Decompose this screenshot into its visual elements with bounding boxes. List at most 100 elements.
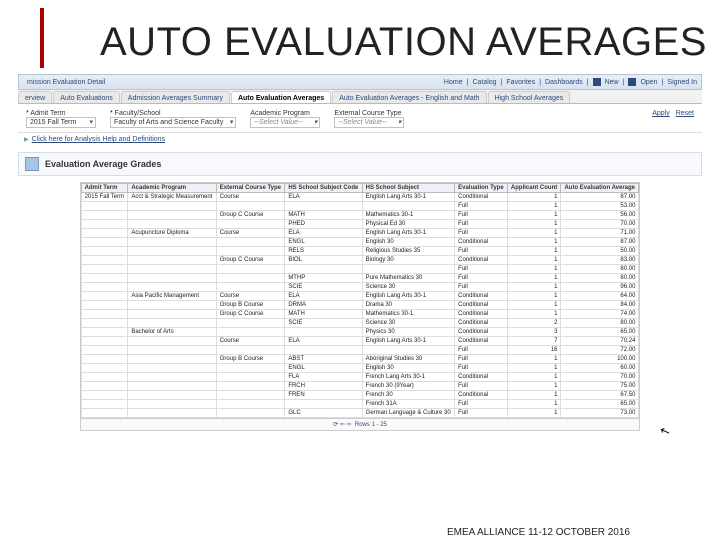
cell: Full	[455, 364, 508, 373]
column-header[interactable]: Applicant Count	[507, 184, 561, 193]
breadcrumb-title: mission Evaluation Detail	[23, 79, 109, 86]
cell	[81, 238, 128, 247]
cell: 70.24	[561, 337, 639, 346]
cell	[81, 319, 128, 328]
table-row: SCIEScience 30Conditional280.00	[81, 319, 639, 328]
cell: RELS	[285, 247, 362, 256]
filter-dropdown[interactable]: 2015 Fall Term	[26, 117, 96, 128]
table-row: Full153.00	[81, 202, 639, 211]
column-header[interactable]: HS School Subject Code	[285, 184, 362, 193]
table-row: FRENFrench 30Conditional167.50	[81, 391, 639, 400]
page-header-bar: mission Evaluation Detail Home| Catalog|…	[18, 74, 702, 90]
cell	[81, 301, 128, 310]
tab-4[interactable]: Auto Evaluation Averages - English and M…	[332, 91, 486, 103]
column-header[interactable]: HS School Subject	[362, 184, 454, 193]
cell: 64.00	[561, 292, 639, 301]
cell	[216, 328, 285, 337]
tab-3[interactable]: Auto Evaluation Averages	[231, 91, 331, 103]
column-header[interactable]: Academic Program	[128, 184, 216, 193]
cell: French 30 (9Year)	[362, 382, 454, 391]
filter-label: Faculty/School	[110, 110, 236, 117]
filter-dropdown[interactable]: Faculty of Arts and Science Faculty	[110, 117, 236, 128]
filter-label: External Course Type	[334, 110, 404, 117]
cell	[128, 256, 216, 265]
cell	[216, 274, 285, 283]
app-screenshot: mission Evaluation Detail Home| Catalog|…	[18, 74, 702, 431]
filter-dropdown[interactable]: --Select Value--	[250, 117, 320, 128]
table-row: SCIEScience 30Full196.00	[81, 283, 639, 292]
cell	[128, 319, 216, 328]
cell	[81, 229, 128, 238]
cell	[285, 346, 362, 355]
cell: German Language & Culture 30	[362, 409, 454, 418]
cell	[285, 265, 362, 274]
new-icon[interactable]	[593, 78, 601, 86]
cell	[128, 400, 216, 409]
pager-prev-icon[interactable]: ⇦	[340, 422, 345, 428]
cell: Group B Course	[216, 301, 285, 310]
cell	[128, 265, 216, 274]
column-header[interactable]: Admit Term	[81, 184, 128, 193]
tab-5[interactable]: High School Averages	[488, 91, 571, 103]
reset-button[interactable]: Reset	[676, 110, 694, 117]
cell	[216, 265, 285, 274]
nav-new[interactable]: New	[605, 79, 619, 86]
cell: Aboriginal Studies 30	[362, 355, 454, 364]
cell: 1	[507, 292, 561, 301]
cell: Conditional	[455, 319, 508, 328]
cell: 16	[507, 346, 561, 355]
cell: FREN	[285, 391, 362, 400]
nav-favorites[interactable]: Favorites	[506, 79, 535, 86]
cell: Course	[216, 193, 285, 202]
cell: Group C Course	[216, 256, 285, 265]
cell	[128, 238, 216, 247]
cell: 1	[507, 193, 561, 202]
nav-dashboards[interactable]: Dashboards	[545, 79, 583, 86]
cell	[216, 247, 285, 256]
cell: FLA	[285, 373, 362, 382]
table-row: Group B CourseABSTAboriginal Studies 30F…	[81, 355, 639, 364]
cell: Full	[455, 202, 508, 211]
tab-1[interactable]: Auto Evaluations	[53, 91, 120, 103]
cell: Religious Studies 35	[362, 247, 454, 256]
cell: 1	[507, 238, 561, 247]
cell	[81, 247, 128, 256]
apply-button[interactable]: Apply	[652, 110, 670, 117]
pager-next-icon[interactable]: ⇨	[347, 422, 352, 428]
cell	[128, 202, 216, 211]
cell	[81, 310, 128, 319]
column-header[interactable]: External Course Type	[216, 184, 285, 193]
cell: English Lang Arts 30-1	[362, 229, 454, 238]
cell	[128, 355, 216, 364]
cell: English 30	[362, 364, 454, 373]
open-icon[interactable]	[628, 78, 636, 86]
filter-dropdown[interactable]: --Select Value--	[334, 117, 404, 128]
cell: French 30	[362, 391, 454, 400]
cell: 7	[507, 337, 561, 346]
nav-open[interactable]: Open	[640, 79, 657, 86]
nav-catalog[interactable]: Catalog	[472, 79, 496, 86]
cell	[128, 391, 216, 400]
pager-refresh-icon[interactable]: ⟳	[333, 422, 338, 428]
cell: 70.00	[561, 373, 639, 382]
nav-home[interactable]: Home	[444, 79, 463, 86]
help-link-row: Click here for Analysis Help and Definit…	[18, 133, 702, 146]
cell	[128, 346, 216, 355]
nav-signed-in[interactable]: Signed In	[667, 79, 697, 86]
cell: English 30	[362, 238, 454, 247]
column-header[interactable]: Auto Evaluation Average	[561, 184, 639, 193]
cell: Conditional	[455, 373, 508, 382]
tab-2[interactable]: Admission Averages Summary	[121, 91, 230, 103]
cell	[216, 364, 285, 373]
help-link[interactable]: Click here for Analysis Help and Definit…	[32, 136, 165, 143]
column-header[interactable]: Evaluation Type	[455, 184, 508, 193]
cell	[216, 346, 285, 355]
tab-0[interactable]: erview	[18, 91, 52, 103]
cell: French Lang Arts 30-1	[362, 373, 454, 382]
table-row: Bachelor of ArtsPhysics 30Conditional365…	[81, 328, 639, 337]
section-title: Evaluation Average Grades	[45, 159, 161, 169]
cell: Conditional	[455, 328, 508, 337]
table-row: Full180.00	[81, 265, 639, 274]
cell: Group C Course	[216, 310, 285, 319]
filter-1: Faculty/SchoolFaculty of Arts and Scienc…	[110, 110, 236, 128]
